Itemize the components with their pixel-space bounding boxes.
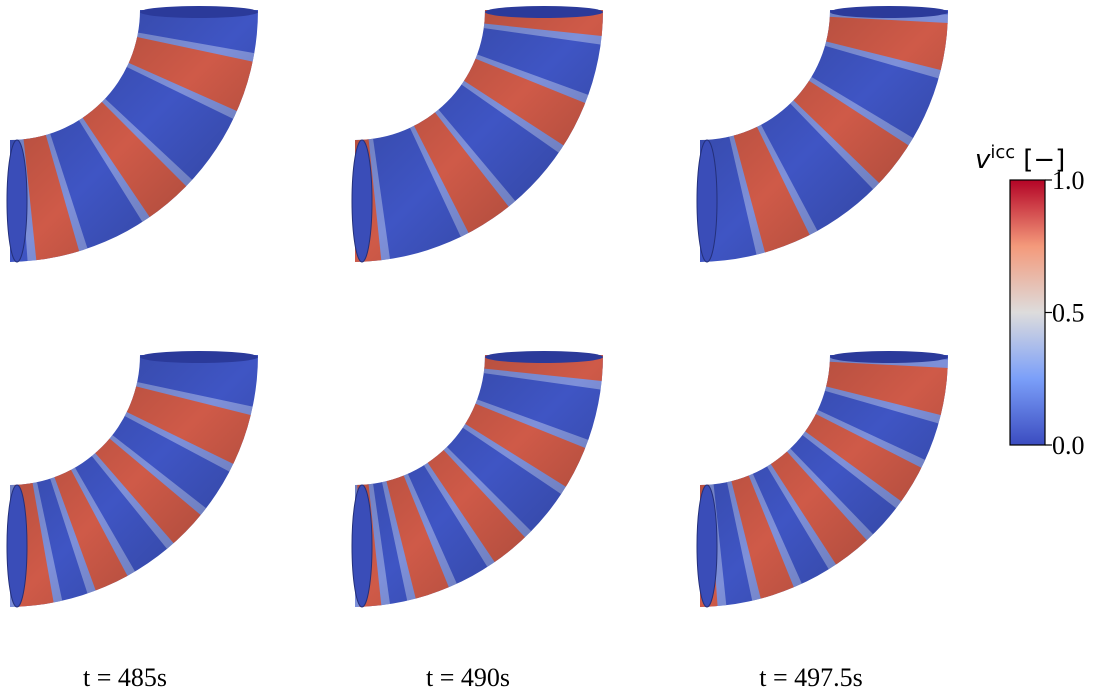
shading <box>355 355 604 607</box>
colorbar-tick-label: 0.0 <box>1052 431 1085 460</box>
pipe-top-opening <box>485 351 603 363</box>
colorbar: vicc [−] 0.0 0.5 1.0 <box>975 142 1085 460</box>
elbow-surface <box>355 10 604 262</box>
shading <box>10 10 259 262</box>
colorbar-gradient <box>1009 179 1046 446</box>
colorbar-tick-label: 0.5 <box>1052 299 1085 328</box>
pipe-top-opening <box>830 351 948 363</box>
pipe-top-opening <box>830 6 948 18</box>
colorbar-ticks: 0.0 0.5 1.0 <box>1045 166 1085 460</box>
elbow <box>6 351 259 608</box>
colorbar-symbol: v <box>975 145 991 175</box>
shading <box>355 10 604 262</box>
pipe-left-opening <box>6 484 28 608</box>
colorbar-label: vicc [−] <box>975 142 1065 175</box>
shading <box>700 355 949 607</box>
elbow-surface <box>10 10 259 262</box>
panels <box>6 6 949 608</box>
time-label: t = 490s <box>426 663 510 692</box>
shading <box>700 10 949 262</box>
pipe-left-opening <box>351 484 373 608</box>
pipe-left-opening <box>6 139 28 263</box>
pipe-top-opening <box>140 351 258 363</box>
pipe-top-opening <box>485 6 603 18</box>
shading <box>10 355 259 607</box>
elbow <box>6 6 259 263</box>
pipe-top-opening <box>140 6 258 18</box>
elbow <box>696 351 949 608</box>
pipe-left-opening <box>351 139 373 263</box>
elbow-surface <box>355 355 604 607</box>
pipe-left-opening <box>696 139 718 263</box>
elbow <box>351 6 604 263</box>
pipe-left-opening <box>696 484 718 608</box>
elbow-surface <box>10 355 259 607</box>
elbow <box>351 351 604 608</box>
colorbar-tick-label: 1.0 <box>1052 166 1085 195</box>
colorbar-unit: [−] <box>1023 145 1065 175</box>
time-label: t = 485s <box>83 663 167 692</box>
time-label: t = 497.5s <box>759 663 863 692</box>
elbow-surface <box>700 355 949 607</box>
elbow <box>696 6 949 263</box>
elbow-surface <box>700 10 949 262</box>
colorbar-superscript: icc <box>990 142 1015 163</box>
